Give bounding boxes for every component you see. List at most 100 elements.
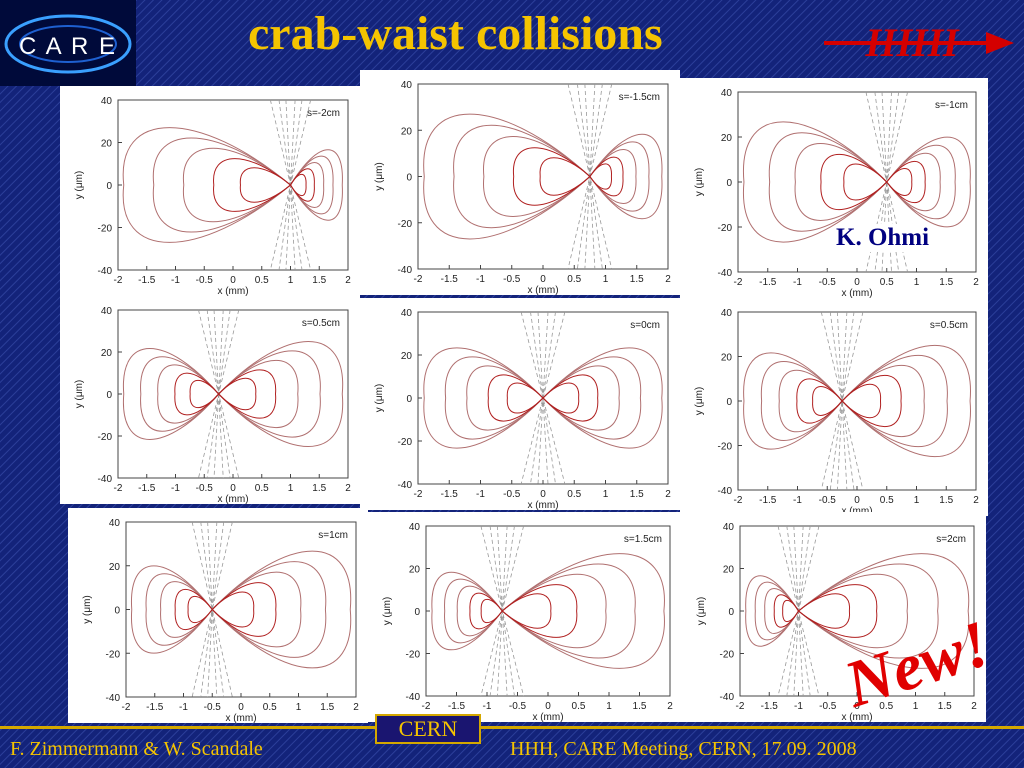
contour-line: [423, 113, 591, 240]
plot-frame: [117, 309, 349, 479]
contour-line: [841, 355, 948, 447]
contour-line: [760, 361, 843, 441]
contour-line: [211, 582, 277, 637]
beam-line: [874, 91, 900, 273]
x-tick-label: 0: [230, 483, 236, 494]
beam-line: [191, 521, 233, 698]
contour-line: [589, 134, 663, 219]
svg-text:New!: New!: [835, 607, 998, 710]
x-tick-label: 1: [603, 489, 609, 500]
x-axis-label: x (mm): [532, 712, 563, 722]
y-tick-label: -40: [106, 693, 121, 704]
x-tick-label: -2: [114, 275, 123, 286]
plot-position-label: s=-2cm: [307, 108, 340, 119]
contour-line: [218, 377, 257, 411]
x-tick-label: -2: [422, 701, 431, 712]
plot-svg: -2 -1.5 -1 -0.5 0 0.5 1 1.5 2 40 20 0 -20 -40 x (mm) y …: [374, 308, 671, 511]
contour-line: [773, 594, 799, 628]
y-tick-label: 40: [723, 522, 735, 533]
y-axis-label: y (μm): [74, 380, 85, 409]
x-tick-label: 0.5: [880, 277, 894, 288]
x-axis-label: x (mm): [841, 506, 872, 516]
care-logo: C A R E: [0, 0, 136, 86]
contour-line: [157, 364, 220, 424]
beam-line: [836, 311, 848, 491]
plot-position-label: s=0cm: [630, 320, 660, 331]
x-tick-label: 0: [230, 275, 236, 286]
plot-frame: [425, 525, 671, 697]
x-tick-label: 0: [540, 274, 546, 285]
plot-position-label: s=0.5cm: [302, 318, 340, 329]
contour-line: [886, 136, 971, 228]
contour-plot: -2 -1.5 -1 -0.5 0 0.5 1 1.5 2 40 20 0 -20 -40 x (mm) y …: [360, 70, 680, 296]
plot-svg: -2 -1.5 -1 -0.5 0 0.5 1 1.5 2 40 20 0 -20 -40 x (mm) y …: [82, 518, 359, 724]
x-tick-label: -1.5: [761, 701, 779, 712]
plot-svg: -2 -1.5 -1 -0.5 0 0.5 1 1.5 2 40 20 0 -20 -40 x (mm) y …: [694, 88, 979, 299]
plot-position-label: s=1cm: [318, 530, 348, 541]
x-axis-label: x (mm): [841, 288, 872, 298]
contour-line: [122, 127, 291, 243]
x-tick-label: 1.5: [630, 274, 644, 285]
y-tick-label: -20: [720, 650, 735, 661]
x-tick-label: 0: [854, 701, 860, 712]
y-tick-label: 20: [721, 353, 733, 364]
contour-line: [501, 584, 578, 638]
contour-plot: -2 -1.5 -1 -0.5 0 0.5 1 1.5 2 40 20 0 -20 -40 x (mm) y …: [68, 508, 368, 724]
footer-authors: F. Zimmermann & W. Scandale: [10, 738, 263, 760]
x-tick-label: 0.5: [567, 274, 581, 285]
contour-line: [542, 374, 599, 422]
x-tick-label: 0.5: [263, 702, 277, 713]
x-tick-label: 1: [606, 701, 612, 712]
contour-line: [798, 584, 878, 638]
x-tick-label: 1.5: [630, 489, 644, 500]
x-tick-label: -2: [734, 495, 743, 506]
x-tick-label: 0.5: [255, 483, 269, 494]
x-axis-label: x (mm): [217, 494, 248, 504]
x-tick-label: 1.5: [939, 495, 953, 506]
contour-line: [742, 121, 888, 243]
cern-logo: CERN: [375, 714, 481, 744]
y-tick-label: -20: [718, 442, 733, 453]
plot-svg: -2 -1.5 -1 -0.5 0 0.5 1 1.5 2 40 20 0 -20 -40 x (mm) y …: [696, 522, 977, 723]
contour-line: [145, 573, 213, 646]
y-tick-label: -20: [106, 649, 121, 660]
x-tick-label: -0.5: [204, 702, 222, 713]
x-tick-label: 1: [914, 495, 920, 506]
y-tick-label: 20: [101, 139, 113, 150]
x-tick-label: -2: [414, 274, 423, 285]
contour-line: [886, 153, 941, 211]
x-tick-label: 2: [971, 701, 977, 712]
contour-line: [211, 550, 352, 669]
contour-line: [469, 592, 503, 630]
x-tick-label: 1.5: [320, 702, 334, 713]
plot-svg: -2 -1.5 -1 -0.5 0 0.5 1 1.5 2 40 20 0 -20 -40 x (mm) y …: [374, 80, 671, 296]
y-axis-label: y (μm): [74, 171, 85, 200]
x-tick-label: 1: [603, 274, 609, 285]
contour-line: [290, 155, 334, 215]
x-tick-label: 2: [353, 702, 359, 713]
x-tick-label: -2: [734, 277, 743, 288]
contour-line: [290, 173, 307, 197]
plot-frame: [117, 99, 349, 271]
y-tick-label: 0: [406, 173, 412, 184]
contour-line: [456, 585, 503, 637]
y-tick-label: -40: [720, 692, 735, 703]
x-tick-label: 2: [345, 483, 351, 494]
x-tick-label: 2: [665, 489, 671, 500]
plot-position-label: s=0.5cm: [930, 320, 968, 331]
contour-line: [444, 578, 503, 644]
contour-line: [444, 356, 544, 440]
x-tick-label: -1.5: [759, 277, 777, 288]
y-tick-label: 20: [409, 565, 421, 576]
x-tick-label: 0.5: [255, 275, 269, 286]
contour-line: [480, 598, 503, 624]
x-tick-label: -1: [476, 489, 485, 500]
x-axis-label: x (mm): [527, 500, 558, 510]
contour-line: [174, 372, 220, 416]
x-tick-label: 1.5: [939, 277, 953, 288]
x-tick-label: -0.5: [503, 274, 521, 285]
x-tick-label: 0: [854, 495, 860, 506]
contour-line: [796, 378, 843, 424]
contour-line: [483, 136, 591, 217]
x-tick-label: -1: [793, 495, 802, 506]
